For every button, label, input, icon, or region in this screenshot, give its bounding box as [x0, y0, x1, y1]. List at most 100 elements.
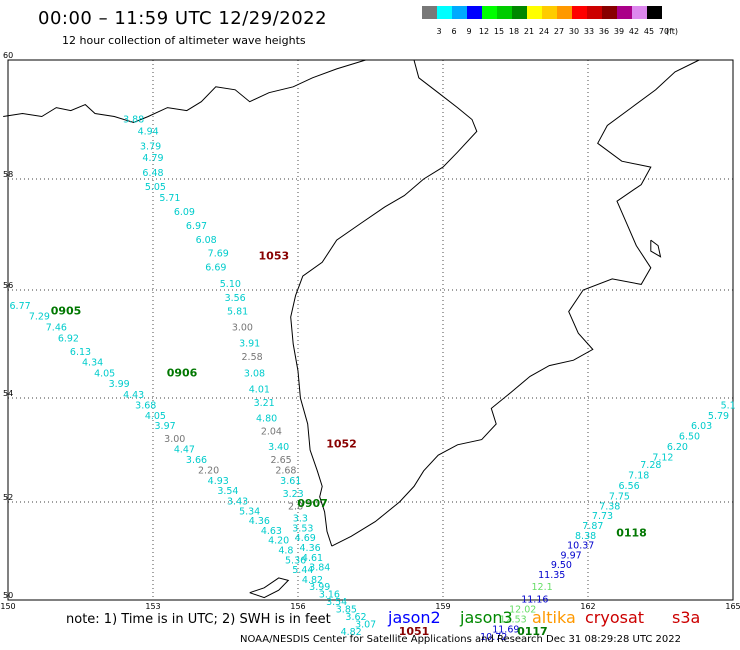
lat-tick-label: 58	[3, 170, 13, 179]
swh-value-label: 3.79	[140, 141, 161, 152]
scale-swatch	[452, 6, 467, 19]
lon-tick-label: 153	[145, 602, 160, 611]
swh-value-label: 6.92	[58, 333, 79, 344]
scale-label: 33	[583, 27, 595, 36]
swh-value-label: 3.62	[345, 612, 366, 623]
swh-value-label: 9.50	[551, 560, 572, 571]
map-title: 00:00 – 11:59 UTC 12/29/2022	[38, 8, 328, 29]
swh-value-label: 6.69	[205, 263, 226, 274]
swh-value-label: 6.48	[142, 168, 163, 179]
swh-value-label: 2.58	[242, 352, 263, 363]
swh-value-label: 6.09	[174, 207, 195, 218]
swh-value-label: 3.00	[164, 434, 185, 445]
swh-value-label: 4.82	[302, 575, 323, 586]
swh-value-label: 4.61	[302, 553, 323, 564]
swh-value-label: 7.29	[29, 312, 50, 323]
swh-value-label: 7.87	[582, 521, 603, 532]
lat-tick-label: 56	[3, 281, 13, 290]
pass-time-label: 0117	[517, 625, 548, 638]
swh-value-label: 6.97	[186, 221, 207, 232]
scale-label: 24	[538, 27, 550, 36]
scale-swatch	[422, 6, 437, 19]
swh-value-label: 3.91	[239, 339, 260, 350]
scale-swatch	[617, 6, 632, 19]
map-frame	[7, 59, 734, 601]
lon-tick-label: 150	[0, 602, 15, 611]
swh-value-label: 3.88	[123, 114, 144, 125]
swh-value-label: 5.10	[220, 279, 241, 290]
swh-value-label: 10.72	[480, 632, 507, 643]
scale-label: 39	[613, 27, 625, 36]
scale-swatch	[557, 6, 572, 19]
swh-value-label: 4.69	[295, 533, 316, 544]
swh-value-label: 5.36	[285, 555, 306, 566]
swh-value-label: 3.07	[355, 620, 376, 631]
swh-value-label: 4.36	[300, 543, 321, 554]
pass-time-label: 1053	[259, 249, 290, 262]
swh-value-label: 3.99	[309, 582, 330, 593]
lat-tick-label: 50	[3, 591, 13, 600]
scale-swatch	[602, 6, 617, 19]
swh-value-label: 3.23	[283, 489, 304, 500]
swh-value-label: 6.56	[619, 481, 640, 492]
scale-label: 12	[478, 27, 490, 36]
swh-value-label: 3.00	[232, 323, 253, 334]
lon-tick-label: 165	[725, 602, 740, 611]
credit-line: NOAA/NESDIS Center for Satellite Applica…	[240, 634, 682, 645]
legend-s3a: s3a	[672, 608, 701, 627]
coastline-kamchatka-west	[290, 59, 478, 547]
swh-value-label: 4.47	[174, 445, 195, 456]
swh-value-label: 3.3	[293, 514, 308, 525]
swh-value-label: 3.21	[254, 398, 275, 409]
scale-swatch	[497, 6, 512, 19]
lat-tick-label: 54	[3, 389, 13, 398]
swh-value-label: 8.38	[575, 531, 596, 542]
swh-value-label: 4.43	[123, 390, 144, 401]
map-subtitle: 12 hour collection of altimeter wave hei…	[62, 34, 306, 47]
swh-value-label: 5.44	[292, 565, 313, 576]
swh-value-label: 3.54	[326, 597, 347, 608]
scale-label: 70	[658, 27, 670, 36]
swh-value-label: 4.20	[268, 536, 289, 547]
swh-value-label: 3.84	[309, 563, 330, 574]
scale-swatch	[467, 6, 482, 19]
pass-time-label: 1051	[399, 625, 430, 638]
swh-value-label: 12.1	[532, 582, 553, 593]
swh-value-label: 7.73	[592, 511, 613, 522]
scale-label: 15	[493, 27, 505, 36]
swh-value-label: 4.01	[249, 385, 270, 396]
swh-value-label: 3.56	[225, 293, 246, 304]
swh-value-label: 6.50	[679, 432, 700, 443]
scale-label: 6	[451, 27, 457, 36]
scale-label: 18	[508, 27, 520, 36]
swh-value-label: 4.79	[142, 153, 163, 164]
lat-tick-label: 60	[3, 51, 13, 60]
swh-value-label: 3.40	[268, 442, 289, 453]
island-paramushir	[249, 577, 290, 599]
swh-value-label: 6.20	[667, 442, 688, 453]
scale-swatch	[587, 6, 602, 19]
swh-value-label: 5.81	[227, 306, 248, 317]
scale-label: 30	[568, 27, 580, 36]
scale-label: 45	[643, 27, 655, 36]
swh-value-label: 6.03	[691, 421, 712, 432]
scale-label: 27	[553, 27, 565, 36]
pass-time-label: 0905	[51, 304, 82, 317]
swh-value-label: 2.8	[288, 501, 303, 512]
swh-value-label: 7.12	[652, 452, 673, 463]
swh-value-label: 3.43	[227, 496, 248, 507]
swh-value-label: 7.75	[609, 491, 630, 502]
swh-value-label: 6.13	[70, 347, 91, 358]
scale-swatch	[542, 6, 557, 19]
pass-time-label: 0906	[167, 366, 198, 379]
swh-value-label: 7.38	[599, 501, 620, 512]
swh-value-label: 3.53	[292, 523, 313, 534]
swh-value-label: 11.16	[521, 595, 548, 606]
coastline-kamchatka-east	[331, 59, 700, 547]
scale-unit: (ft)	[666, 27, 679, 36]
pass-time-label: 0907	[297, 497, 328, 510]
swh-value-label: 7.18	[628, 471, 649, 482]
swh-value-label: 4.8	[278, 545, 293, 556]
coastline-okhotsk-north	[3, 59, 366, 124]
swh-value-label: 9.97	[561, 550, 582, 561]
